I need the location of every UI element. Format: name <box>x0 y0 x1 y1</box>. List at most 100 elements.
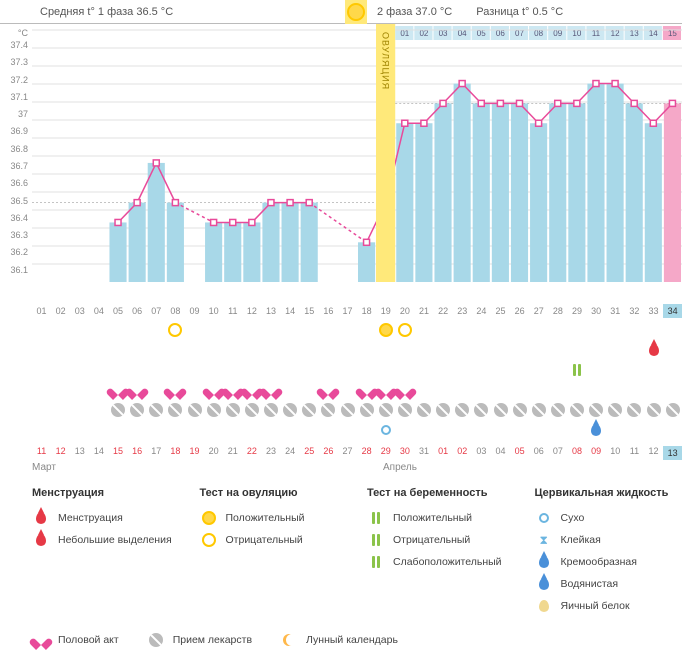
medication-icon <box>341 403 355 417</box>
x-tick: 31 <box>606 306 625 316</box>
x-tick: 15 <box>300 306 319 316</box>
track-cell <box>663 403 682 417</box>
medication-icon <box>379 403 393 417</box>
track-cell <box>395 403 414 417</box>
legend-item: Прием лекарств <box>147 633 252 647</box>
track-cell <box>242 403 261 417</box>
track-cell <box>223 384 242 396</box>
x-tick: 06 <box>128 306 147 316</box>
calendar-date: 30 <box>395 446 414 460</box>
track-cell <box>376 403 395 417</box>
phase1-avg-label: Средняя t° 1 фаза 36.5 °C <box>0 6 345 18</box>
medication-icon <box>513 403 527 417</box>
legend-label: Клейкая <box>561 534 601 546</box>
track-cell <box>357 403 376 417</box>
legend-item: Небольшие выделения <box>32 529 180 551</box>
x-tick: 13 <box>262 306 281 316</box>
track-cell <box>300 403 319 417</box>
drop-blue-icon <box>535 556 553 568</box>
y-tick: 36.8 <box>4 144 28 161</box>
x-axis-cycle-days: 0102030405060708091011121314151617181920… <box>32 302 682 320</box>
track-cell <box>204 403 223 417</box>
symptom-tracks <box>32 320 682 440</box>
calendar-date: 11 <box>625 446 644 460</box>
calendar-date: 19 <box>185 446 204 460</box>
legend-title: Тест на овуляцию <box>200 487 348 499</box>
x-tick: 22 <box>434 306 453 316</box>
intercourse-icon <box>226 384 240 396</box>
track-cell <box>395 384 414 396</box>
x-tick: 27 <box>529 306 548 316</box>
legend-label: Водянистая <box>561 578 619 590</box>
calendar-date: 17 <box>147 446 166 460</box>
y-tick: 37.4 <box>4 40 28 57</box>
medication-icon <box>207 403 221 417</box>
x-tick: 29 <box>568 306 587 316</box>
y-tick: 36.1 <box>4 265 28 282</box>
medication-icon <box>474 403 488 417</box>
x-tick: 01 <box>32 306 51 316</box>
medication-icon <box>570 403 584 417</box>
legend-item: Кремообразная <box>535 551 682 573</box>
track-cell <box>319 403 338 417</box>
x-tick: 32 <box>625 306 644 316</box>
intercourse-icon <box>207 384 221 396</box>
track-cell <box>376 384 395 396</box>
ovulation-dot-icon <box>347 3 365 21</box>
legend-item: Менструация <box>32 507 180 529</box>
phase2-avg-label: 2 фаза 37.0 °C <box>377 6 452 18</box>
track-cell <box>644 403 663 417</box>
y-tick: 37.2 <box>4 75 28 92</box>
track-cell <box>587 403 606 417</box>
track-cell <box>510 403 529 417</box>
medication-icon <box>188 403 202 417</box>
legend-label: Отрицательный <box>393 534 470 546</box>
legend-item: Положительный <box>200 507 348 529</box>
x-tick: 21 <box>415 306 434 316</box>
intercourse-icon <box>130 384 144 396</box>
bars-green-icon <box>367 512 385 524</box>
track-cell <box>376 425 395 435</box>
ovu-test-positive-icon <box>379 323 393 337</box>
legend-item: Положительный <box>367 507 515 529</box>
track-cell <box>204 384 223 396</box>
calendar-date: 23 <box>262 446 281 460</box>
calendar-date: 13 <box>70 446 89 460</box>
calendar-date: 12 <box>51 446 70 460</box>
calendar-date: 25 <box>300 446 319 460</box>
calendar-date: 09 <box>587 446 606 460</box>
y-tick: 36.2 <box>4 247 28 264</box>
medication-icon <box>417 403 431 417</box>
y-tick: 36.7 <box>4 161 28 178</box>
x-tick: 08 <box>166 306 185 316</box>
calendar-date: 26 <box>319 446 338 460</box>
y-tick: 36.4 <box>4 213 28 230</box>
x-tick: 19 <box>376 306 395 316</box>
x-tick: 17 <box>338 306 357 316</box>
x-tick: 03 <box>70 306 89 316</box>
medication-icon <box>360 403 374 417</box>
track-cell <box>242 384 261 396</box>
moon-icon <box>280 634 298 646</box>
legend-label: Сухо <box>561 512 585 524</box>
medication-icon <box>436 403 450 417</box>
x-tick: 26 <box>510 306 529 316</box>
legend-label: Половой акт <box>58 634 119 646</box>
chart-header: Средняя t° 1 фаза 36.5 °C 2 фаза 37.0 °C… <box>0 0 682 24</box>
bars-green-icon <box>367 534 385 546</box>
x-tick: 33 <box>644 306 663 316</box>
heart-icon <box>32 634 50 646</box>
medication-icon <box>398 403 412 417</box>
track-cell <box>568 364 587 376</box>
x-tick: 24 <box>472 306 491 316</box>
intercourse-icon <box>379 384 393 396</box>
track-cell <box>166 403 185 417</box>
legend-item: Яичный белок <box>535 595 682 617</box>
medication-icon <box>149 403 163 417</box>
x-tick: 11 <box>223 306 242 316</box>
x-tick: 04 <box>89 306 108 316</box>
track-cell <box>262 384 281 396</box>
calendar-date: 01 <box>434 446 453 460</box>
medication-icon <box>130 403 144 417</box>
calendar-date: 11 <box>32 446 51 460</box>
